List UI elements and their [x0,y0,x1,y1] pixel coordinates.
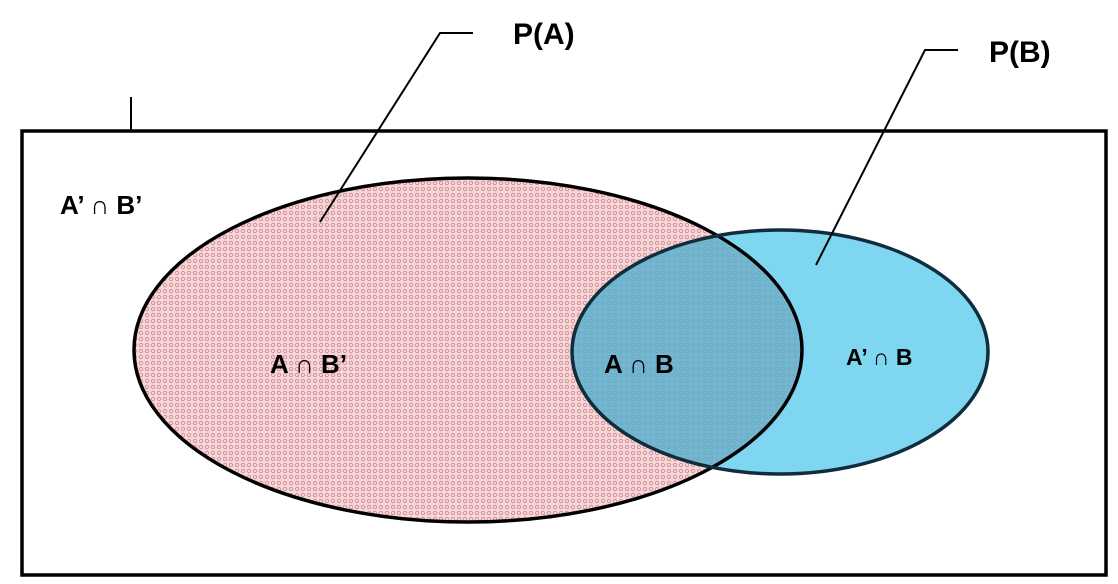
b-only-label: A’ ∩ B [846,344,912,370]
complement-both-label: A’ ∩ B’ [60,190,142,220]
p-b-callout-line [815,49,958,266]
set-a-outline [132,176,804,524]
p-a-label: P(A) [513,18,575,51]
intersection-label: A ∩ B [604,349,674,379]
a-only-label: A ∩ B’ [270,349,347,379]
p-b-label: P(B) [989,36,1051,69]
p-a-callout-line [319,32,473,223]
set-b-outline [570,228,990,476]
